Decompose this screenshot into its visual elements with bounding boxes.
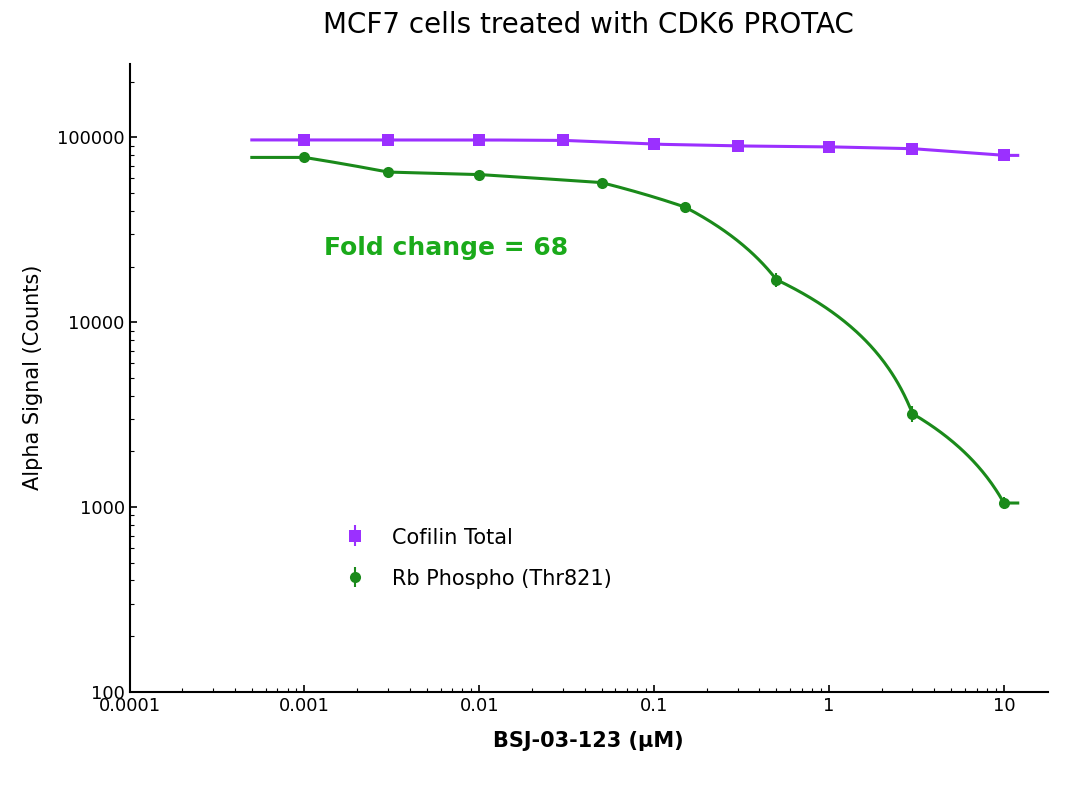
Text: Fold change = 68: Fold change = 68 [324, 236, 568, 261]
Title: MCF7 cells treated with CDK6 PROTAC: MCF7 cells treated with CDK6 PROTAC [323, 11, 854, 39]
Legend: Cofilin Total, Rb Phospho (Thr821): Cofilin Total, Rb Phospho (Thr821) [324, 517, 622, 599]
Y-axis label: Alpha Signal (Counts): Alpha Signal (Counts) [24, 265, 43, 491]
X-axis label: BSJ-03-123 (μM): BSJ-03-123 (μM) [494, 731, 684, 751]
